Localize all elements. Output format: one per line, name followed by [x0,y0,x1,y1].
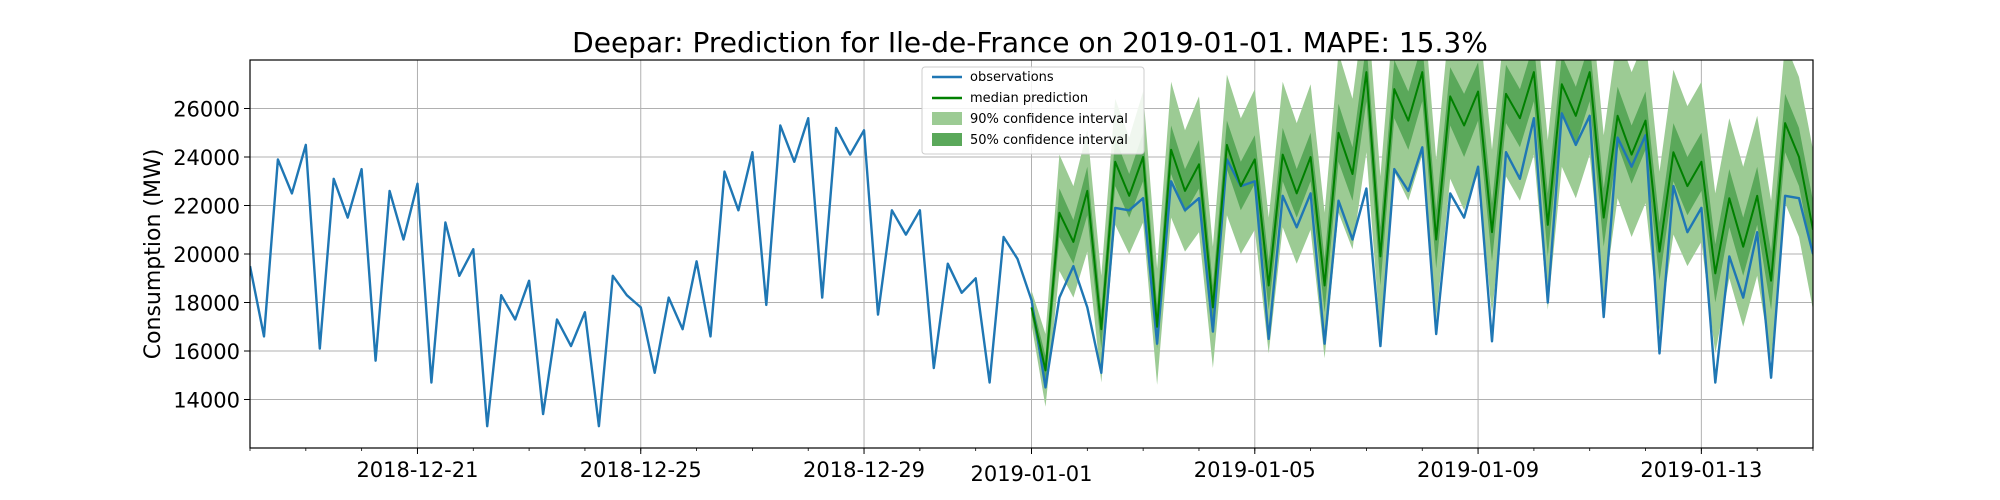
legend-box [921,66,1145,155]
x-axis-ticks: 2018-12-21 2018-12-25 2018-12-29 2019-01-01… [249,448,1814,486]
x-tick-label: 2018-12-21 [356,458,478,482]
x-tick-label: 2018-12-29 [803,458,925,482]
legend-label: median prediction [970,91,1088,106]
legend: observations median prediction 90% confide… [921,66,1145,155]
y-tick-label: 20000 [173,243,240,267]
y-axis-label: Consumption (MW) [141,149,166,360]
x-tick-label: 2019-01-09 [1417,458,1539,482]
x-tick-label: 2019-01-13 [1640,458,1762,482]
y-tick-label: 22000 [173,195,240,219]
x-tick-label: 2019-01-05 [1194,458,1316,482]
legend-label: observations [970,70,1054,85]
legend-label: 50% confidence interval [970,133,1128,148]
x-tick-label: 2018-12-25 [580,458,702,482]
y-tick-label: 26000 [173,98,240,122]
y-tick-label: 14000 [173,389,240,413]
confidence-bands [1031,60,1813,407]
x-tick-label: 2019-01-01 [970,462,1092,486]
y-tick-label: 18000 [173,292,240,316]
legend-swatch [932,112,962,125]
y-axis-ticks: 14000 16000 18000 20000 22000 24000 26000 [173,98,250,413]
series-lines [250,71,1813,428]
y-tick-label: 16000 [173,340,240,364]
legend-label: 90% confidence interval [970,112,1128,127]
chart-title: Deepar: Prediction for Ile-de-France on … [572,26,1488,59]
y-tick-label: 24000 [173,146,240,170]
legend-swatch [932,133,962,146]
observations-line [250,112,1813,428]
median-prediction-line [1030,71,1813,372]
